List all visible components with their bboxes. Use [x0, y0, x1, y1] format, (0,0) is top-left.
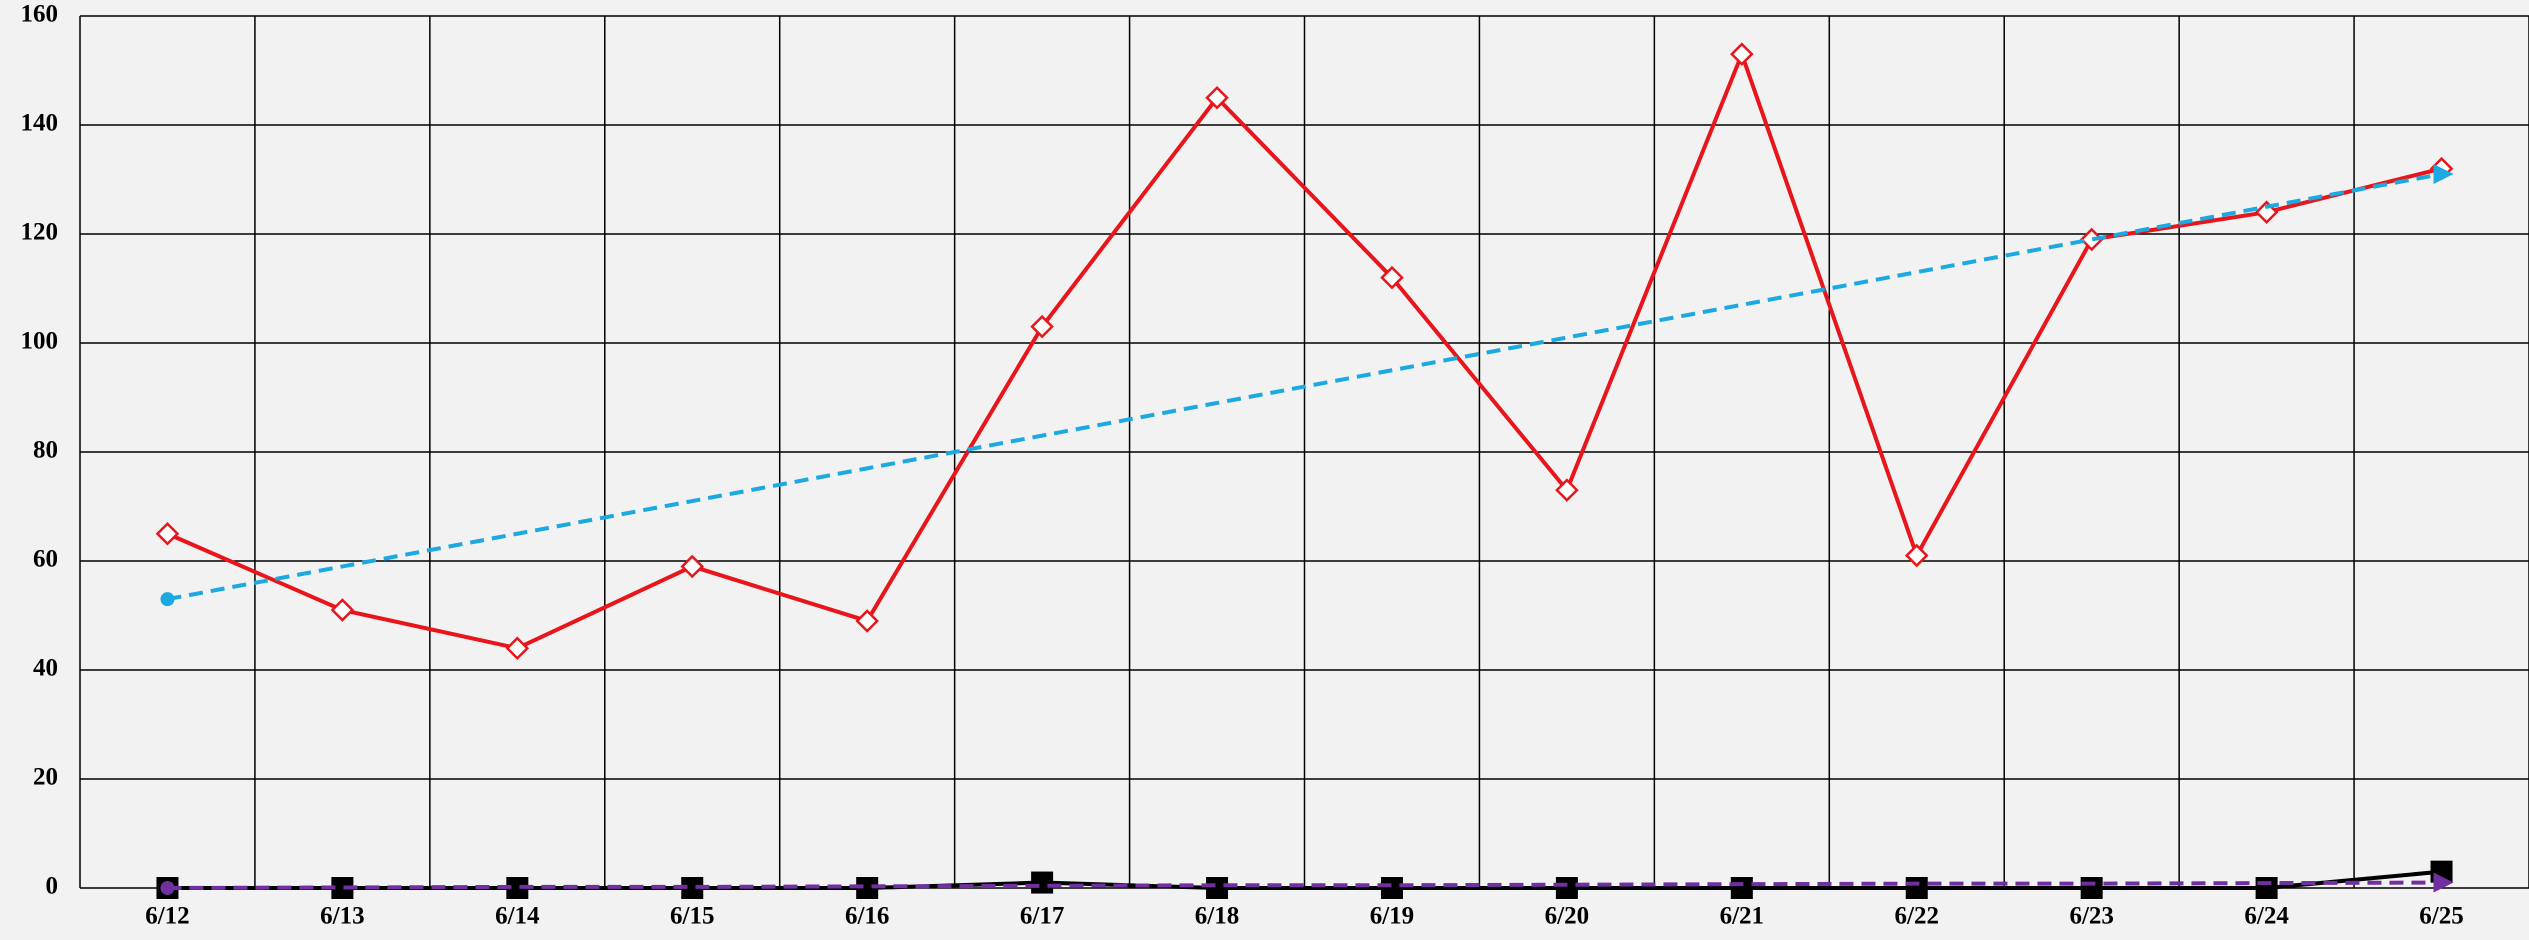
square-marker: [1031, 871, 1054, 894]
x-tick-label: 6/25: [2419, 903, 2463, 930]
diamond-marker: [2079, 227, 2104, 252]
y-tick-label: 0: [46, 873, 59, 900]
diamond-marker: [330, 598, 355, 622]
diamond-marker: [1555, 478, 1579, 502]
y-tick-label: 160: [21, 1, 59, 28]
y-tick-label: 120: [21, 219, 59, 246]
square-marker: [506, 877, 529, 899]
x-tick-label: 6/12: [145, 903, 189, 930]
y-tick-label: 60: [33, 546, 58, 573]
series-line: [167, 172, 2442, 602]
square-marker: [1206, 877, 1229, 899]
square-marker: [331, 877, 354, 899]
x-tick-label: 6/19: [1370, 903, 1414, 930]
trend-end: [2433, 164, 2454, 185]
x-tick-label: 6/23: [2069, 903, 2113, 930]
x-tick-label: 6/22: [1895, 903, 1939, 930]
diamond-marker: [1030, 314, 1054, 339]
square-marker: [1380, 877, 1403, 899]
diamond-marker: [1380, 265, 1404, 290]
square-marker: [1730, 877, 1753, 899]
y-tick-label: 40: [33, 655, 58, 682]
square-marker: [856, 877, 879, 899]
x-tick-label: 6/14: [495, 903, 540, 930]
square-marker: [1905, 877, 1928, 899]
square-marker: [681, 877, 704, 899]
x-tick-label: 6/16: [845, 903, 889, 930]
trend-start: [160, 592, 175, 607]
x-tick-label: 6/15: [670, 903, 714, 930]
diamond-marker: [155, 521, 180, 546]
series-line: [166, 48, 2443, 651]
x-tick-label: 6/21: [1720, 903, 1764, 930]
x-tick-label: 6/20: [1545, 903, 1589, 930]
diamond-marker: [1205, 85, 1229, 110]
diamond-marker: [505, 636, 530, 660]
square-marker: [2080, 877, 2103, 899]
trend-start: [160, 881, 175, 895]
square-marker: [1555, 877, 1578, 899]
square-marker: [2255, 877, 2278, 899]
y-tick-label: 100: [21, 328, 59, 355]
diamond-marker: [1904, 543, 1929, 568]
diamond-marker: [2254, 200, 2279, 224]
y-tick-label: 80: [33, 437, 58, 464]
diamond-marker: [855, 609, 879, 633]
diamond-marker: [1730, 42, 1754, 66]
diamond-marker: [680, 554, 705, 579]
x-tick-label: 6/13: [320, 903, 364, 930]
y-tick-label: 20: [33, 764, 58, 791]
series-line: [167, 880, 2442, 890]
x-tick-label: 6/24: [2244, 903, 2289, 930]
x-tick-label: 6/18: [1195, 903, 1239, 930]
y-tick-label: 140: [21, 110, 59, 137]
trend-end: [2433, 872, 2454, 893]
x-tick-label: 6/17: [1020, 903, 1064, 930]
